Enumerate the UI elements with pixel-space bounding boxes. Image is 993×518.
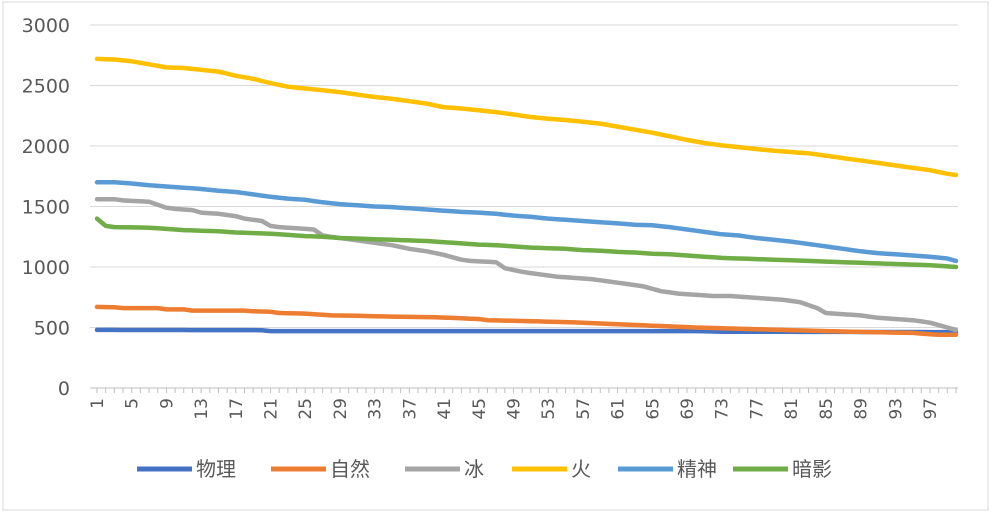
legend: 物理 自然 冰 火 精神 暗影	[137, 457, 832, 481]
x-tick-label: 81	[782, 398, 802, 420]
legend-label: 物理	[196, 457, 236, 481]
series-line-1	[94, 304, 959, 338]
series-line-5	[94, 216, 959, 270]
legend-item-1: 自然	[271, 457, 370, 481]
x-tick-label: 17	[227, 398, 247, 420]
y-tick-label: 500	[34, 318, 70, 340]
legend-label: 冰	[464, 457, 484, 481]
y-tick-label: 2000	[22, 136, 70, 158]
x-tick-label: 49	[504, 398, 524, 420]
x-tick-label: 89	[852, 398, 872, 420]
x-tick-label: 53	[539, 398, 559, 420]
chart-border	[2, 1, 989, 511]
legend-item-4: 精神	[618, 457, 717, 481]
legend-label: 暗影	[792, 457, 832, 481]
x-tick-label: 77	[747, 398, 767, 420]
legend-item-3: 火	[512, 457, 591, 481]
gridlines	[90, 24, 958, 389]
legend-item-0: 物理	[137, 457, 236, 481]
x-tick-label: 57	[574, 398, 594, 420]
x-tick-label: 29	[331, 398, 351, 420]
x-tick-label: 13	[192, 398, 212, 420]
legend-item-5: 暗影	[733, 457, 832, 481]
y-tick-label: 3000	[22, 15, 70, 37]
x-tick-label: 65	[643, 398, 663, 420]
x-tick-label: 61	[609, 398, 629, 420]
x-axis: 1 5 9 13 17 21 25 29 33 37 41 45 49 53 57 61 65 69 73 77 81 8…	[88, 388, 957, 420]
x-tick-label: 1	[88, 398, 108, 409]
x-tick-label: 9	[157, 398, 177, 409]
series-line-2	[94, 196, 959, 333]
series-line-3	[94, 56, 959, 178]
x-tick-label: 21	[262, 398, 282, 420]
x-tick-label: 5	[123, 398, 143, 409]
x-tick-label: 73	[713, 398, 733, 420]
x-tick-label: 85	[817, 398, 837, 420]
y-tick-label: 2500	[22, 76, 70, 98]
legend-label: 火	[571, 457, 591, 481]
x-tick-label: 25	[296, 398, 316, 420]
y-tick-label: 1000	[22, 257, 70, 279]
x-tick-label: 37	[400, 398, 420, 420]
x-tick-label: 97	[921, 398, 941, 420]
legend-item-2: 冰	[405, 457, 484, 481]
x-tick-label: 33	[366, 398, 386, 420]
x-tick-label: 41	[435, 398, 455, 420]
series-line-4	[94, 180, 959, 264]
y-axis: 0 500 1000 1500 2000 2500 3000	[22, 15, 70, 400]
x-tick-label: 45	[470, 398, 490, 420]
x-tick-label: 93	[886, 398, 906, 420]
legend-label: 自然	[330, 457, 370, 481]
x-tick-label: 69	[678, 398, 698, 420]
series-lines	[94, 56, 959, 338]
y-tick-label: 1500	[22, 197, 70, 219]
y-tick-label: 0	[58, 378, 70, 400]
legend-label: 精神	[677, 457, 717, 481]
